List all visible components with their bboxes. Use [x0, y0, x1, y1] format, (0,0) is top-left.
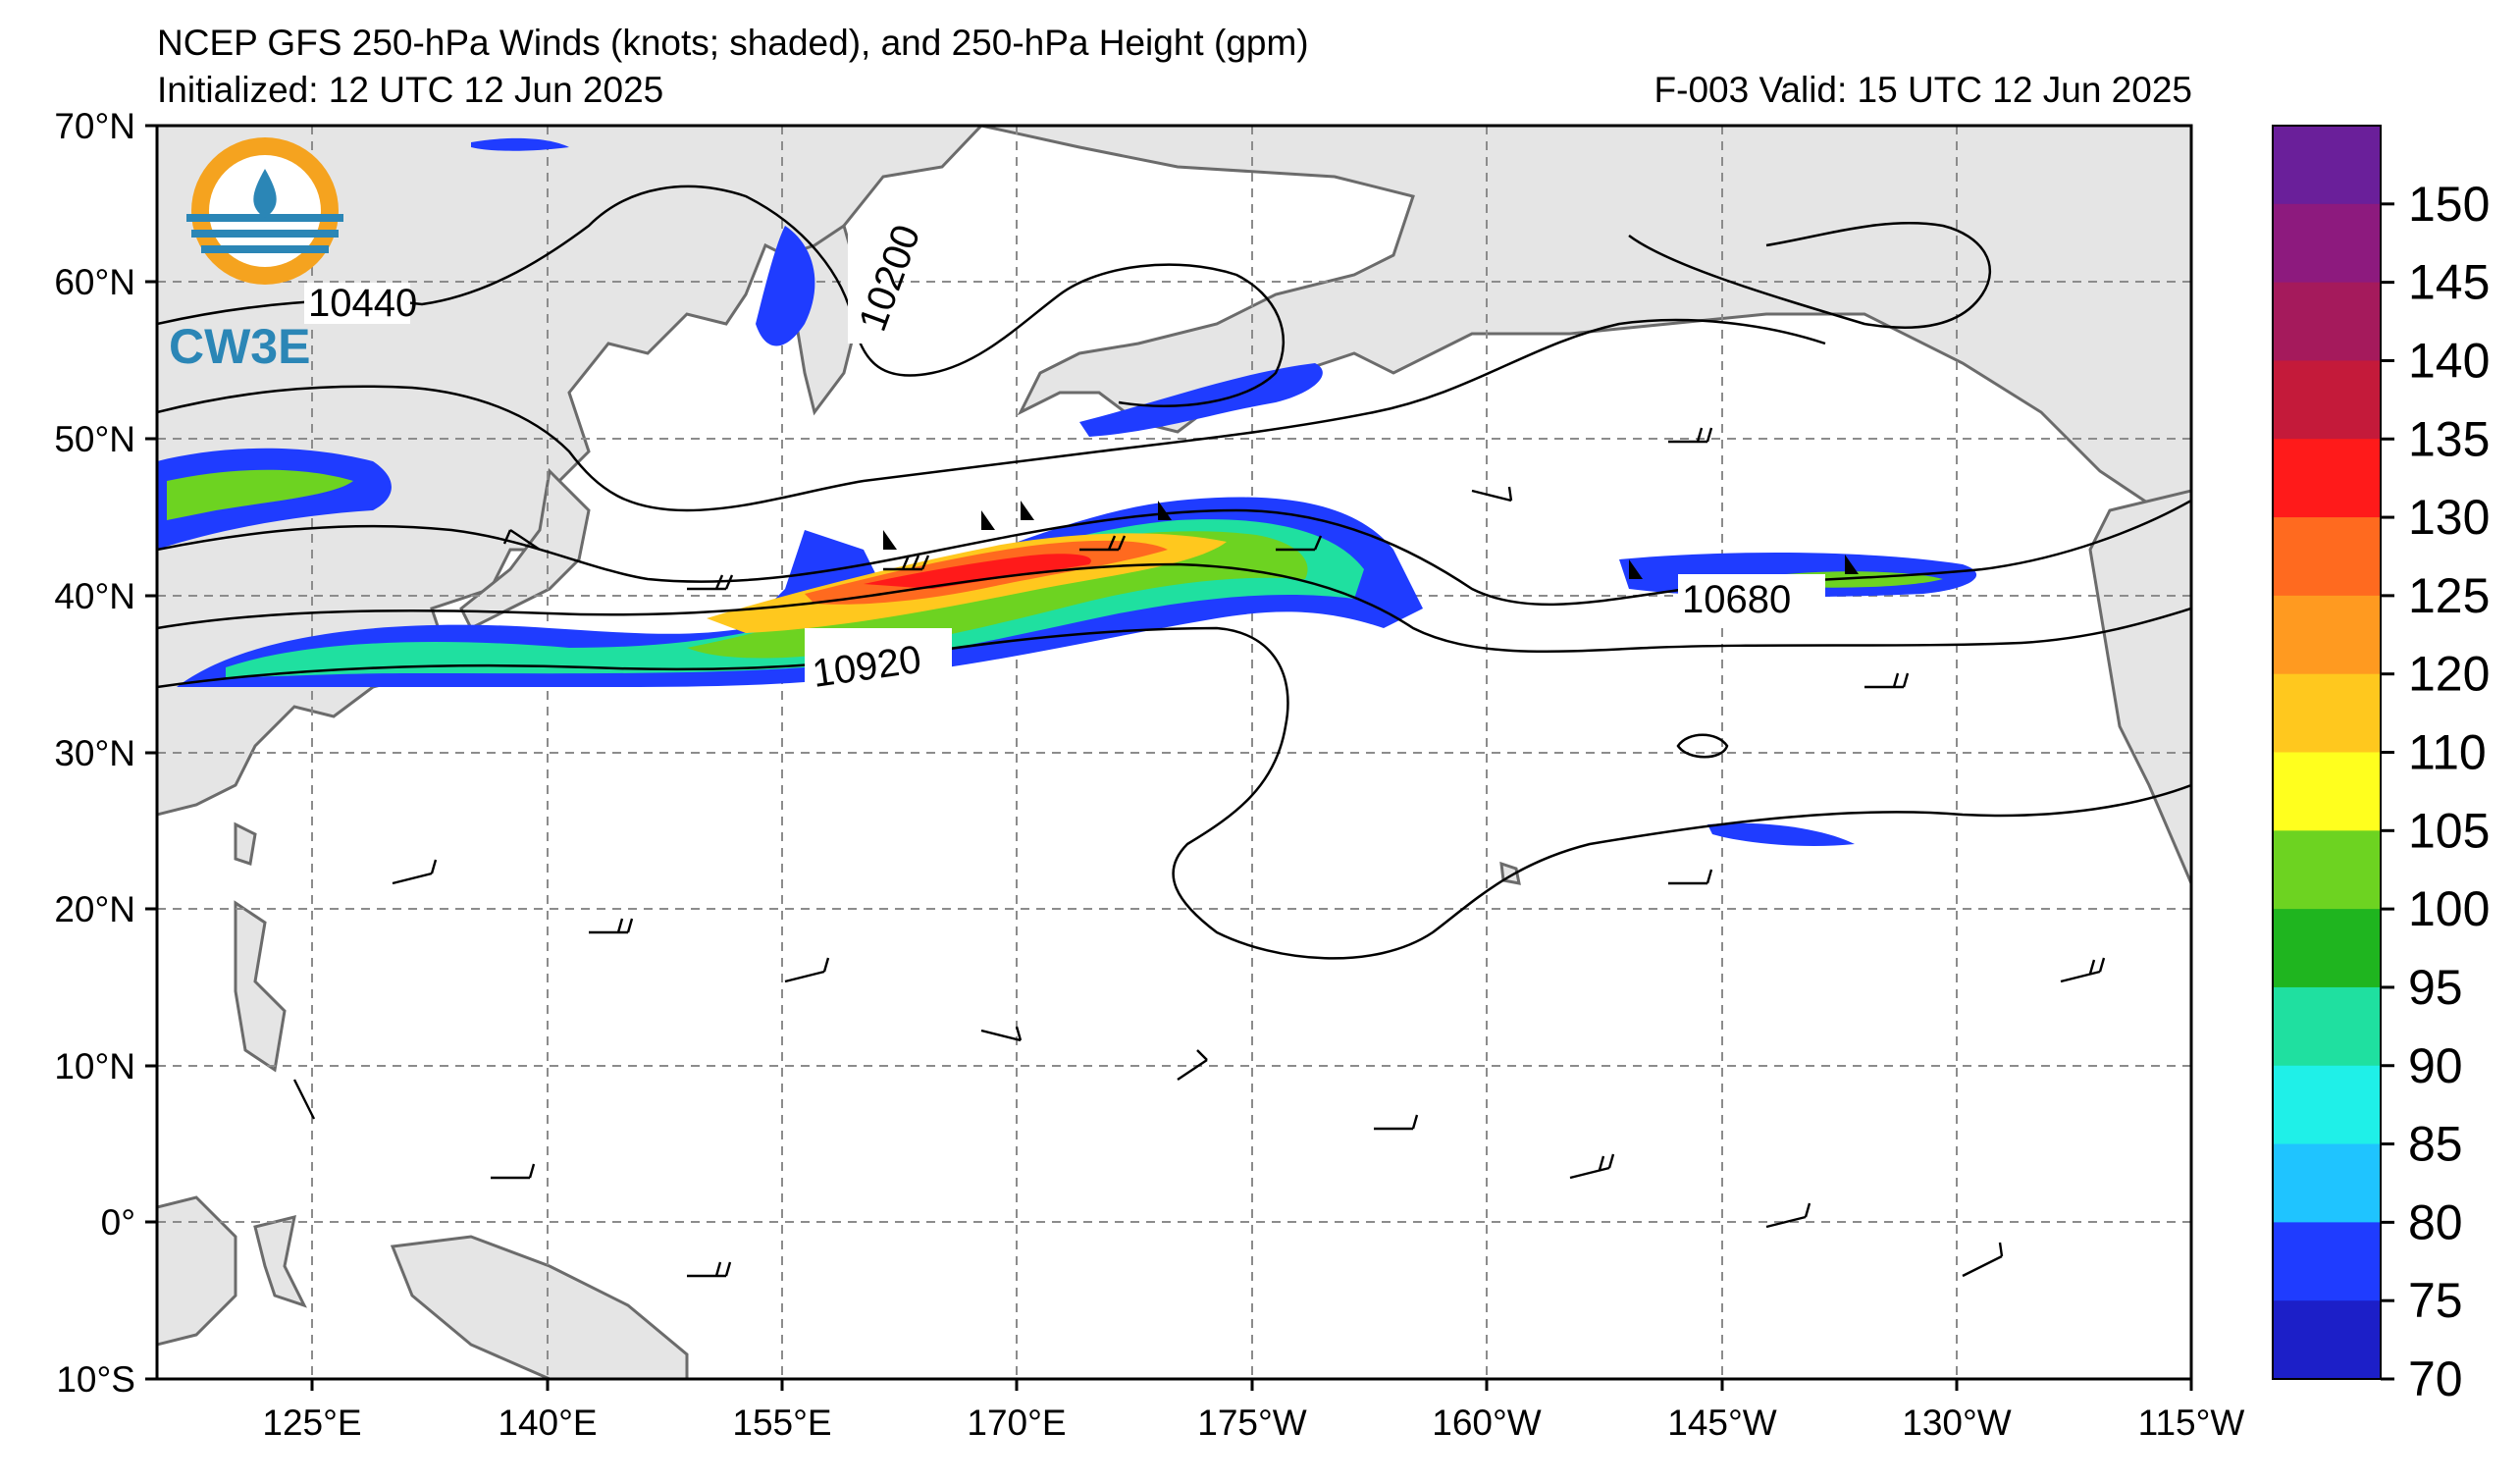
contour-label-10680: 10680: [1682, 578, 1791, 621]
colorbar: 150 145 140 135 130 125 120 110 105 100 95 90 85 80 75…: [2272, 125, 2490, 1406]
colorbar-label: 70: [2408, 1351, 2463, 1406]
colorbar-label: 105: [2408, 803, 2490, 858]
jet-north-strip: [471, 137, 569, 151]
lon-label: 115°W: [2138, 1403, 2245, 1443]
lon-label: 155°E: [732, 1403, 831, 1443]
lon-label: 125°E: [262, 1403, 361, 1443]
wind-pennants: [883, 501, 1859, 579]
logo-text: CW3E: [169, 319, 310, 374]
colorbar-label: 120: [2408, 647, 2490, 702]
colorbar-label: 150: [2408, 177, 2490, 232]
colorbar-label: 85: [2408, 1117, 2463, 1172]
philippines-land: [234, 900, 287, 1073]
colorbar-swatch: [2273, 203, 2381, 284]
colorbar-swatch: [2273, 1143, 2381, 1223]
colorbar-swatch: [2273, 595, 2381, 675]
lon-label: 130°W: [1902, 1403, 2012, 1443]
colorbar-label: 135: [2408, 411, 2490, 466]
colorbar-label: 95: [2408, 960, 2463, 1015]
graticule: [157, 126, 2191, 1379]
colorbar-label: 140: [2408, 333, 2490, 388]
colorbar-swatch: [2273, 752, 2381, 831]
jet-main-core: [864, 554, 1091, 589]
initialized-time: Initialized: 12 UTC 12 Jun 2025: [157, 70, 664, 110]
colorbar-label: 130: [2408, 490, 2490, 545]
lat-label: 10°S: [56, 1359, 135, 1400]
lat-label: 10°N: [54, 1046, 135, 1086]
lat-label: 60°N: [54, 262, 135, 302]
taiwan-land: [234, 821, 257, 866]
colorbar-swatch: [2273, 830, 2381, 910]
lat-label: 0°: [101, 1202, 135, 1243]
jet-bering: [1079, 363, 1323, 437]
colorbar-label: 110: [2408, 725, 2487, 780]
latitude-labels: 70°N 60°N 50°N 40°N 30°N 20°N 10°N 0° 10…: [54, 106, 135, 1400]
colorbar-swatch: [2273, 517, 2381, 597]
colorbar-swatch: [2273, 986, 2381, 1067]
colorbar-swatch: [2273, 673, 2381, 753]
colorbar-swatch: [2273, 439, 2381, 518]
borneo-land: [157, 1195, 237, 1347]
colorbar-label: 75: [2408, 1273, 2463, 1328]
colorbar-swatch: [2273, 360, 2381, 440]
height-contours: [157, 185, 2191, 960]
jet-west-green: [167, 469, 353, 520]
jet-kamchatka: [756, 226, 815, 346]
jet-hawaii-north: [1707, 822, 1855, 846]
colorbar-label: 90: [2408, 1038, 2463, 1093]
colorbar-label: 80: [2408, 1194, 2463, 1249]
axis-ticks: [145, 124, 2193, 1391]
lon-label: 160°W: [1432, 1403, 1542, 1443]
lat-label: 40°N: [54, 576, 135, 616]
colorbar-swatch: [2273, 126, 2381, 205]
longitude-labels: 125°E 140°E 155°E 170°E 175°W 160°W 145°…: [262, 1403, 2244, 1443]
japan-land: [459, 467, 591, 631]
lon-label: 145°W: [1667, 1403, 1777, 1443]
colorbar-swatch: [2273, 909, 2381, 988]
colorbar-label: 145: [2408, 255, 2490, 310]
cw3e-logo: CW3E: [169, 137, 343, 374]
alaska-land: [980, 126, 2191, 512]
lat-label: 50°N: [54, 419, 135, 459]
new-guinea-land: [390, 1235, 689, 1379]
lon-label: 170°E: [967, 1403, 1066, 1443]
colorbar-label: 100: [2408, 881, 2490, 936]
colorbar-swatch: [2273, 1222, 2381, 1301]
lat-label: 70°N: [54, 106, 135, 146]
lon-label: 175°W: [1197, 1403, 1307, 1443]
lat-label: 30°N: [54, 733, 135, 773]
contour-labels: 10440 10200 10920 10680: [304, 220, 1825, 696]
colorbar-swatch: [2273, 1300, 2381, 1380]
colorbar-swatch: [2273, 282, 2381, 361]
valid-time: F-003 Valid: 15 UTC 12 Jun 2025: [1654, 70, 2192, 110]
lon-label: 140°E: [498, 1403, 597, 1443]
colorbar-swatch: [2273, 1065, 2381, 1145]
north-america-land: [2088, 489, 2191, 884]
wind-shading: [157, 137, 1977, 846]
lat-label: 20°N: [54, 889, 135, 929]
wind-barbs: [292, 427, 2106, 1278]
colorbar-label: 125: [2408, 568, 2490, 623]
map-title: NCEP GFS 250-hPa Winds (knots; shaded), …: [157, 23, 1309, 63]
sulawesi-land: [253, 1214, 307, 1308]
contour-label-10440: 10440: [308, 282, 417, 325]
